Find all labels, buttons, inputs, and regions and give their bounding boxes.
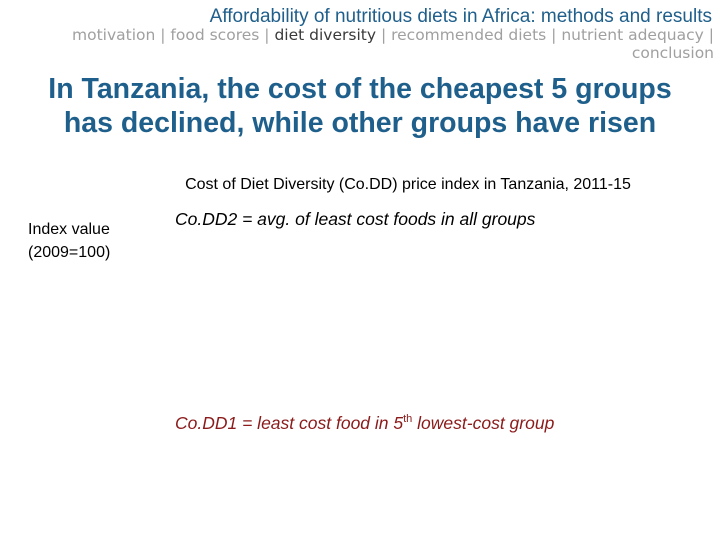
codd1-label-suffix: lowest-cost group <box>412 413 555 433</box>
chart-title: Cost of Diet Diversity (Co.DD) price ind… <box>185 176 631 193</box>
series-label-codd2: Co.DD2 = avg. of least cost foods in all… <box>175 209 536 229</box>
series-label-codd1: Co.DD1 = least cost food in 5th lowest-c… <box>175 413 554 434</box>
headline-line-2: has declined, while other groups have ri… <box>63 107 657 139</box>
codd1-label-superscript: th <box>403 413 413 425</box>
y-axis-label-line-2: (2009=100) <box>28 244 111 261</box>
nav-item-food-scores[interactable]: food scores <box>170 26 260 44</box>
nav-item-diet-diversity[interactable]: diet diversity <box>274 26 376 44</box>
page-header-title: Affordability of nutritious diets in Afr… <box>209 6 712 27</box>
nav-separator: | <box>264 26 270 44</box>
section-nav: motivation | food scores | diet diversit… <box>2 26 714 62</box>
nav-separator: | <box>380 26 387 44</box>
headline-line-1: In Tanzania, the cost of the cheapest 5 … <box>48 73 672 105</box>
y-axis-label: Index value (2009=100) <box>28 218 110 264</box>
y-axis-label-line-1: Index value <box>28 221 110 238</box>
nav-item-nutrient-adequacy[interactable]: nutrient adequacy <box>561 26 704 44</box>
nav-separator: | <box>708 26 714 44</box>
codd1-label-prefix: Co.DD1 = least cost food in 5 <box>175 413 404 433</box>
nav-item-motivation[interactable]: motivation <box>71 26 156 44</box>
nav-separator: | <box>551 26 557 44</box>
nav-item-recommended-diets[interactable]: recommended diets <box>391 26 547 44</box>
nav-item-conclusion[interactable]: conclusion <box>631 44 714 62</box>
slide-headline: In Tanzania, the cost of the cheapest 5 … <box>0 72 720 140</box>
nav-separator: | <box>160 26 166 44</box>
